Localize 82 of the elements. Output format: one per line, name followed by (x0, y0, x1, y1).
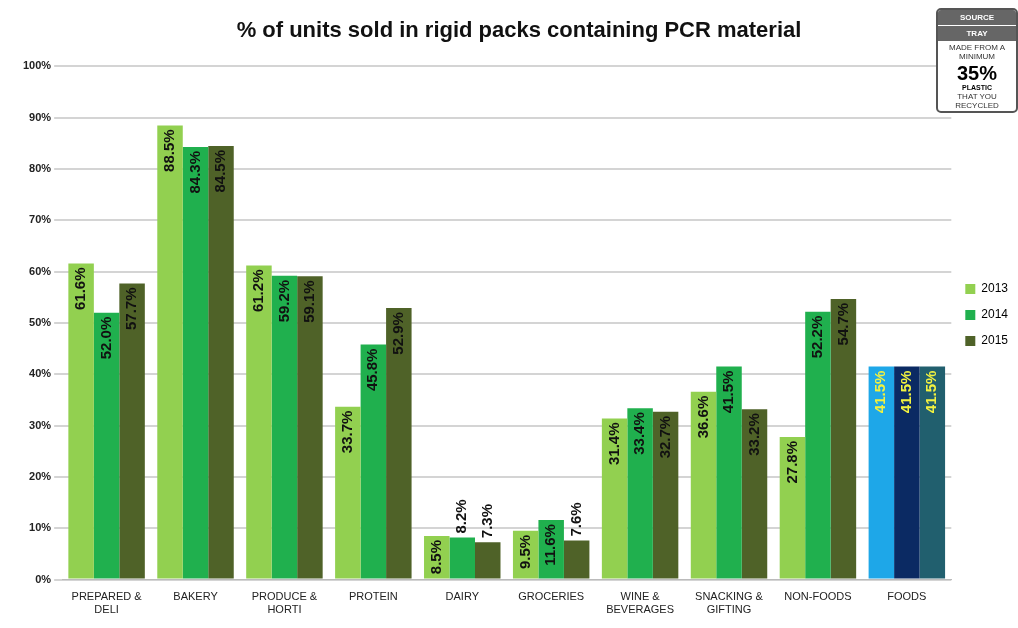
data-label: 7.6% (566, 502, 584, 537)
bar (68, 263, 94, 579)
data-label: 8.5% (426, 539, 444, 575)
bar (246, 265, 272, 579)
data-label: 36.6% (693, 395, 711, 439)
bar (271, 275, 298, 579)
y-tick-label: 80% (29, 162, 52, 175)
data-label: 9.5% (515, 534, 533, 570)
x-tick-label: DAIRY (445, 590, 480, 603)
bar (335, 406, 361, 579)
bar (93, 312, 120, 579)
x-tick-label: PRODUCE & HORTI (251, 590, 318, 616)
data-label: 8.2% (452, 499, 470, 534)
bar (919, 366, 946, 579)
bar (868, 366, 895, 579)
x-tick-label: FOODS (887, 590, 927, 603)
data-label: 32.7% (655, 415, 673, 459)
bar (475, 542, 501, 579)
bar (779, 436, 806, 579)
bar (157, 125, 183, 579)
data-label: 52.2% (808, 315, 826, 359)
bar (297, 276, 323, 579)
data-label: 33.4% (630, 412, 648, 455)
legend-label: 2013 (981, 281, 1009, 296)
data-label: 41.5% (922, 370, 940, 414)
data-label: 61.6% (71, 267, 89, 311)
chart-title: % of units sold in rigid packs containing PCR material (236, 17, 802, 43)
y-tick-label: 70% (29, 213, 52, 226)
y-tick-label: 10% (29, 521, 52, 534)
bar (386, 308, 412, 579)
bar (652, 411, 679, 579)
bar (741, 409, 768, 579)
bar (182, 146, 209, 579)
y-tick-label: 60% (29, 264, 52, 277)
x-tick-label: BAKERY (173, 590, 219, 603)
x-tick-label: NON-FOODS (784, 590, 852, 603)
data-label: 33.7% (337, 410, 355, 454)
x-tick-label: PREPARED & DELI (71, 590, 143, 616)
x-tick-label: SNACKING & GIFTING (695, 590, 764, 616)
data-label: 57.7% (122, 287, 140, 331)
legend-label: 2015 (981, 333, 1009, 348)
data-label: 61.2% (249, 269, 267, 313)
data-label: 84.3% (185, 150, 203, 194)
data-label: 59.1% (300, 280, 318, 323)
x-tick-label: WINE & BEVERAGES (606, 590, 675, 616)
y-tick-label: 90% (29, 110, 52, 123)
y-tick-label: 50% (29, 316, 52, 329)
bar (563, 540, 590, 579)
data-label: 52.0% (96, 316, 114, 360)
bar (208, 145, 234, 579)
data-label: 59.2% (274, 279, 292, 323)
data-label: 52.9% (388, 312, 406, 355)
bar (119, 283, 145, 579)
bar (830, 298, 857, 579)
bar (690, 391, 717, 579)
data-label: 54.7% (833, 302, 851, 346)
data-label: 11.6% (541, 524, 559, 566)
data-label: 41.5% (871, 370, 889, 414)
bar (716, 366, 742, 579)
y-tick-label: 20% (29, 469, 52, 482)
bar (449, 537, 476, 579)
data-label: 31.4% (604, 422, 622, 465)
bar (805, 311, 831, 579)
y-tick-label: 0% (35, 572, 52, 585)
data-label: 88.5% (160, 129, 178, 172)
bar (601, 418, 628, 579)
legend-label: 2014 (981, 307, 1009, 322)
y-tick-label: 40% (29, 367, 52, 380)
data-label: 45.8% (363, 348, 381, 392)
bar (627, 408, 653, 579)
bar (360, 344, 387, 579)
data-label: 27.8% (782, 440, 800, 484)
data-label: 33.2% (744, 413, 762, 456)
data-label: 41.5% (896, 370, 914, 414)
data-label: 7.3% (477, 503, 495, 539)
x-tick-label: GROCERIES (518, 590, 585, 603)
bar (894, 366, 920, 579)
data-label: 84.5% (211, 149, 229, 193)
y-tick-label: 100% (22, 59, 52, 72)
data-label: 41.5% (719, 370, 737, 414)
x-tick-label: PROTEIN (348, 590, 398, 603)
y-tick-label: 30% (29, 418, 52, 431)
